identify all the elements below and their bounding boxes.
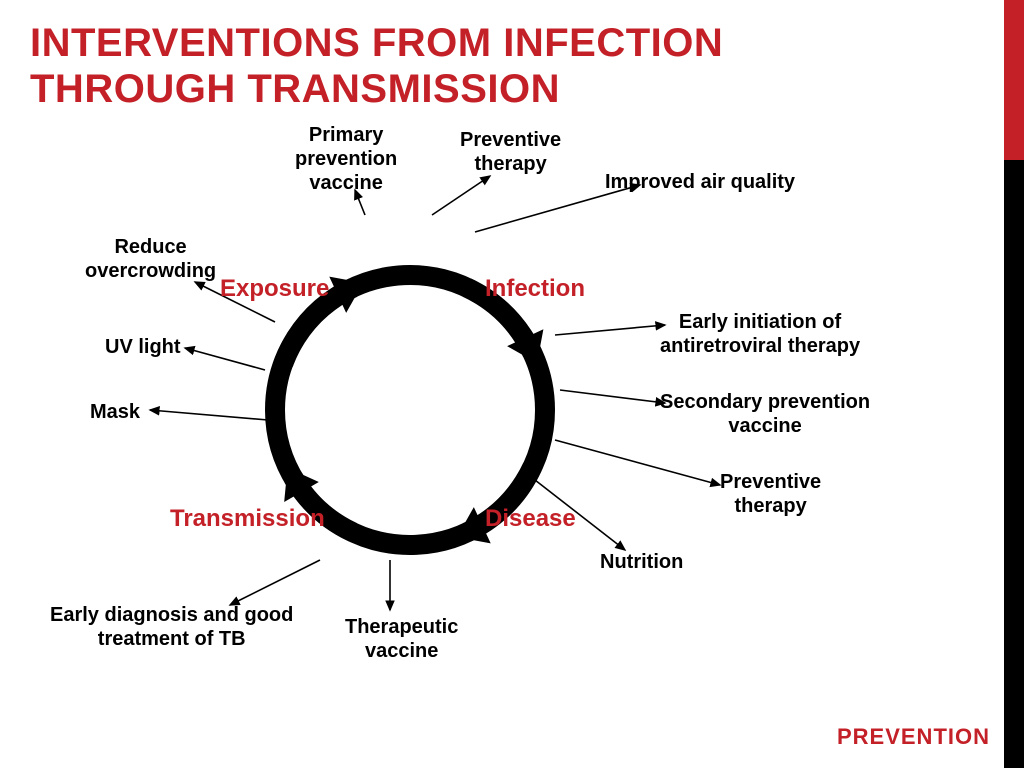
intervention-preventive-top: Preventivetherapy — [460, 128, 561, 176]
side-accent-red — [1004, 0, 1024, 160]
intervention-therapeutic-vacc: Therapeuticvaccine — [345, 615, 458, 663]
intervention-secondary-vacc: Secondary preventionvaccine — [660, 390, 870, 438]
stage-infection: Infection — [485, 275, 585, 303]
intervention-uv-light: UV light — [105, 335, 181, 359]
side-accent-black — [1004, 160, 1024, 768]
intervention-nutrition: Nutrition — [600, 550, 683, 574]
intervention-mask: Mask — [90, 400, 140, 424]
intervention-preventive-right: Preventivetherapy — [720, 470, 821, 518]
diagram-canvas: Exposure Infection Disease Transmission Prim… — [0, 110, 1004, 750]
stage-disease: Disease — [485, 505, 576, 533]
intervention-air-quality: Improved air quality — [605, 170, 795, 194]
footer-label: PREVENTION — [837, 724, 990, 750]
intervention-reduce-over: Reduceovercrowding — [85, 235, 216, 283]
slide: INTERVENTIONS FROM INFECTION THROUGH TRA… — [0, 0, 1024, 768]
stage-transmission: Transmission — [170, 505, 325, 533]
slide-title: INTERVENTIONS FROM INFECTION THROUGH TRA… — [30, 20, 930, 112]
stage-exposure: Exposure — [220, 275, 329, 303]
intervention-primary-vaccine: Primarypreventionvaccine — [295, 123, 397, 195]
intervention-early-art: Early initiation ofantiretroviral therap… — [660, 310, 860, 358]
intervention-early-diag: Early diagnosis and goodtreatment of TB — [50, 603, 293, 651]
